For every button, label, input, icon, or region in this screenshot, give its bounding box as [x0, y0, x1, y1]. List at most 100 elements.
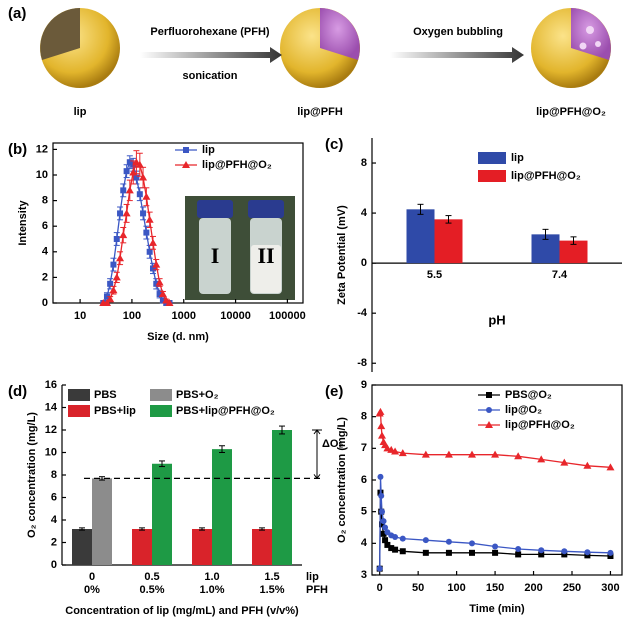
y-tick-label: 0 — [42, 297, 48, 309]
marker — [515, 551, 522, 558]
legend-label: PBS — [94, 389, 117, 401]
marker — [469, 549, 475, 556]
bar — [92, 478, 112, 565]
y-tick-label: 4 — [361, 537, 368, 549]
bar — [434, 219, 463, 264]
marker — [444, 450, 453, 458]
marker — [146, 248, 153, 255]
x-tick-label: 200 — [524, 582, 542, 594]
legend-label: PBS+lip@PFH@O₂ — [176, 405, 275, 417]
marker — [422, 537, 429, 544]
marker — [514, 452, 523, 460]
y-tick-label: 6 — [51, 491, 57, 503]
marker — [391, 447, 400, 455]
x-tick-label: 5.5 — [427, 269, 442, 281]
series-line — [379, 492, 611, 569]
y-tick-label: 8 — [361, 411, 367, 423]
panel-label: (c) — [325, 136, 343, 153]
vial-cap — [248, 200, 284, 218]
marker — [538, 551, 545, 558]
marker — [584, 552, 591, 559]
bar — [212, 449, 232, 565]
marker — [421, 450, 430, 458]
marker — [392, 546, 399, 553]
error-bar — [199, 527, 205, 531]
inset-photo — [185, 196, 295, 300]
marker — [399, 535, 406, 542]
error-bar — [542, 228, 549, 240]
row-label: PFH — [306, 584, 328, 596]
marker — [155, 278, 164, 286]
marker — [492, 549, 499, 556]
marker — [607, 549, 614, 556]
marker — [561, 548, 568, 555]
marker — [156, 291, 163, 298]
y-tick-label: 12 — [45, 424, 57, 436]
marker — [607, 553, 614, 559]
y-tick-label: 6 — [42, 220, 48, 232]
x-tick-label: 1.5% — [259, 584, 284, 596]
marker — [388, 545, 395, 552]
marker — [445, 538, 452, 545]
legend-marker — [183, 147, 189, 153]
marker — [376, 565, 383, 572]
marker — [152, 260, 161, 268]
marker — [133, 174, 140, 181]
y-axis-label: O₂ concentration (mg/L) — [336, 417, 348, 543]
marker — [136, 191, 143, 198]
marker — [113, 236, 120, 242]
legend-label: PBS+O₂ — [176, 389, 219, 401]
sample-name: lip@PFH — [297, 106, 343, 118]
marker — [165, 299, 174, 306]
x-tick-label: 100 — [123, 310, 141, 322]
legend-label: lip@PFH@O₂ — [511, 170, 581, 182]
bar — [72, 529, 92, 565]
y-tick-label: 4 — [42, 246, 49, 258]
marker — [469, 540, 475, 547]
bubble — [595, 41, 601, 47]
marker — [110, 261, 117, 268]
y-axis-label: O₂ concentration (mg/L) — [26, 412, 38, 538]
marker — [445, 549, 452, 556]
legend-swatch — [478, 170, 506, 182]
step-label: sonication — [182, 70, 237, 82]
marker — [116, 254, 125, 262]
marker — [378, 492, 385, 499]
marker — [125, 186, 134, 194]
arrow — [390, 47, 524, 63]
legend-label: PBS@O₂ — [505, 389, 552, 401]
series-line — [379, 409, 611, 468]
marker — [537, 455, 546, 463]
x-tick-label: 250 — [563, 582, 581, 594]
marker — [422, 549, 429, 556]
legend-label: PBS+lip — [94, 405, 136, 417]
x-tick-label: 10000 — [220, 310, 251, 322]
panel-label: (e) — [325, 383, 343, 400]
sample-name: lip — [74, 106, 87, 118]
y-tick-label: 2 — [42, 271, 48, 283]
error-bar — [159, 460, 165, 468]
bar — [152, 463, 172, 565]
marker — [107, 280, 114, 287]
y-axis-label: Intensity — [17, 200, 29, 246]
bar — [272, 430, 292, 565]
legend-label: lip — [202, 144, 215, 156]
marker — [561, 551, 568, 558]
legend-marker — [486, 392, 492, 398]
vial — [199, 218, 231, 294]
y-tick-label: 14 — [45, 401, 58, 413]
y-tick-label: 8 — [42, 195, 48, 207]
vial-cap — [197, 200, 233, 218]
y-tick-label: -4 — [357, 307, 368, 319]
marker — [106, 295, 115, 303]
plot-frame — [52, 142, 304, 304]
x-tick-label: 0 — [89, 571, 95, 583]
annotation: ΔO₂ — [322, 438, 343, 450]
marker — [378, 431, 386, 439]
x-tick-label: 0.5 — [144, 571, 159, 583]
x-axis-label: pH — [488, 313, 505, 328]
error-bar — [445, 215, 452, 224]
marker — [103, 293, 110, 300]
inset-label: I — [211, 243, 220, 268]
y-tick-label: 12 — [36, 143, 48, 155]
